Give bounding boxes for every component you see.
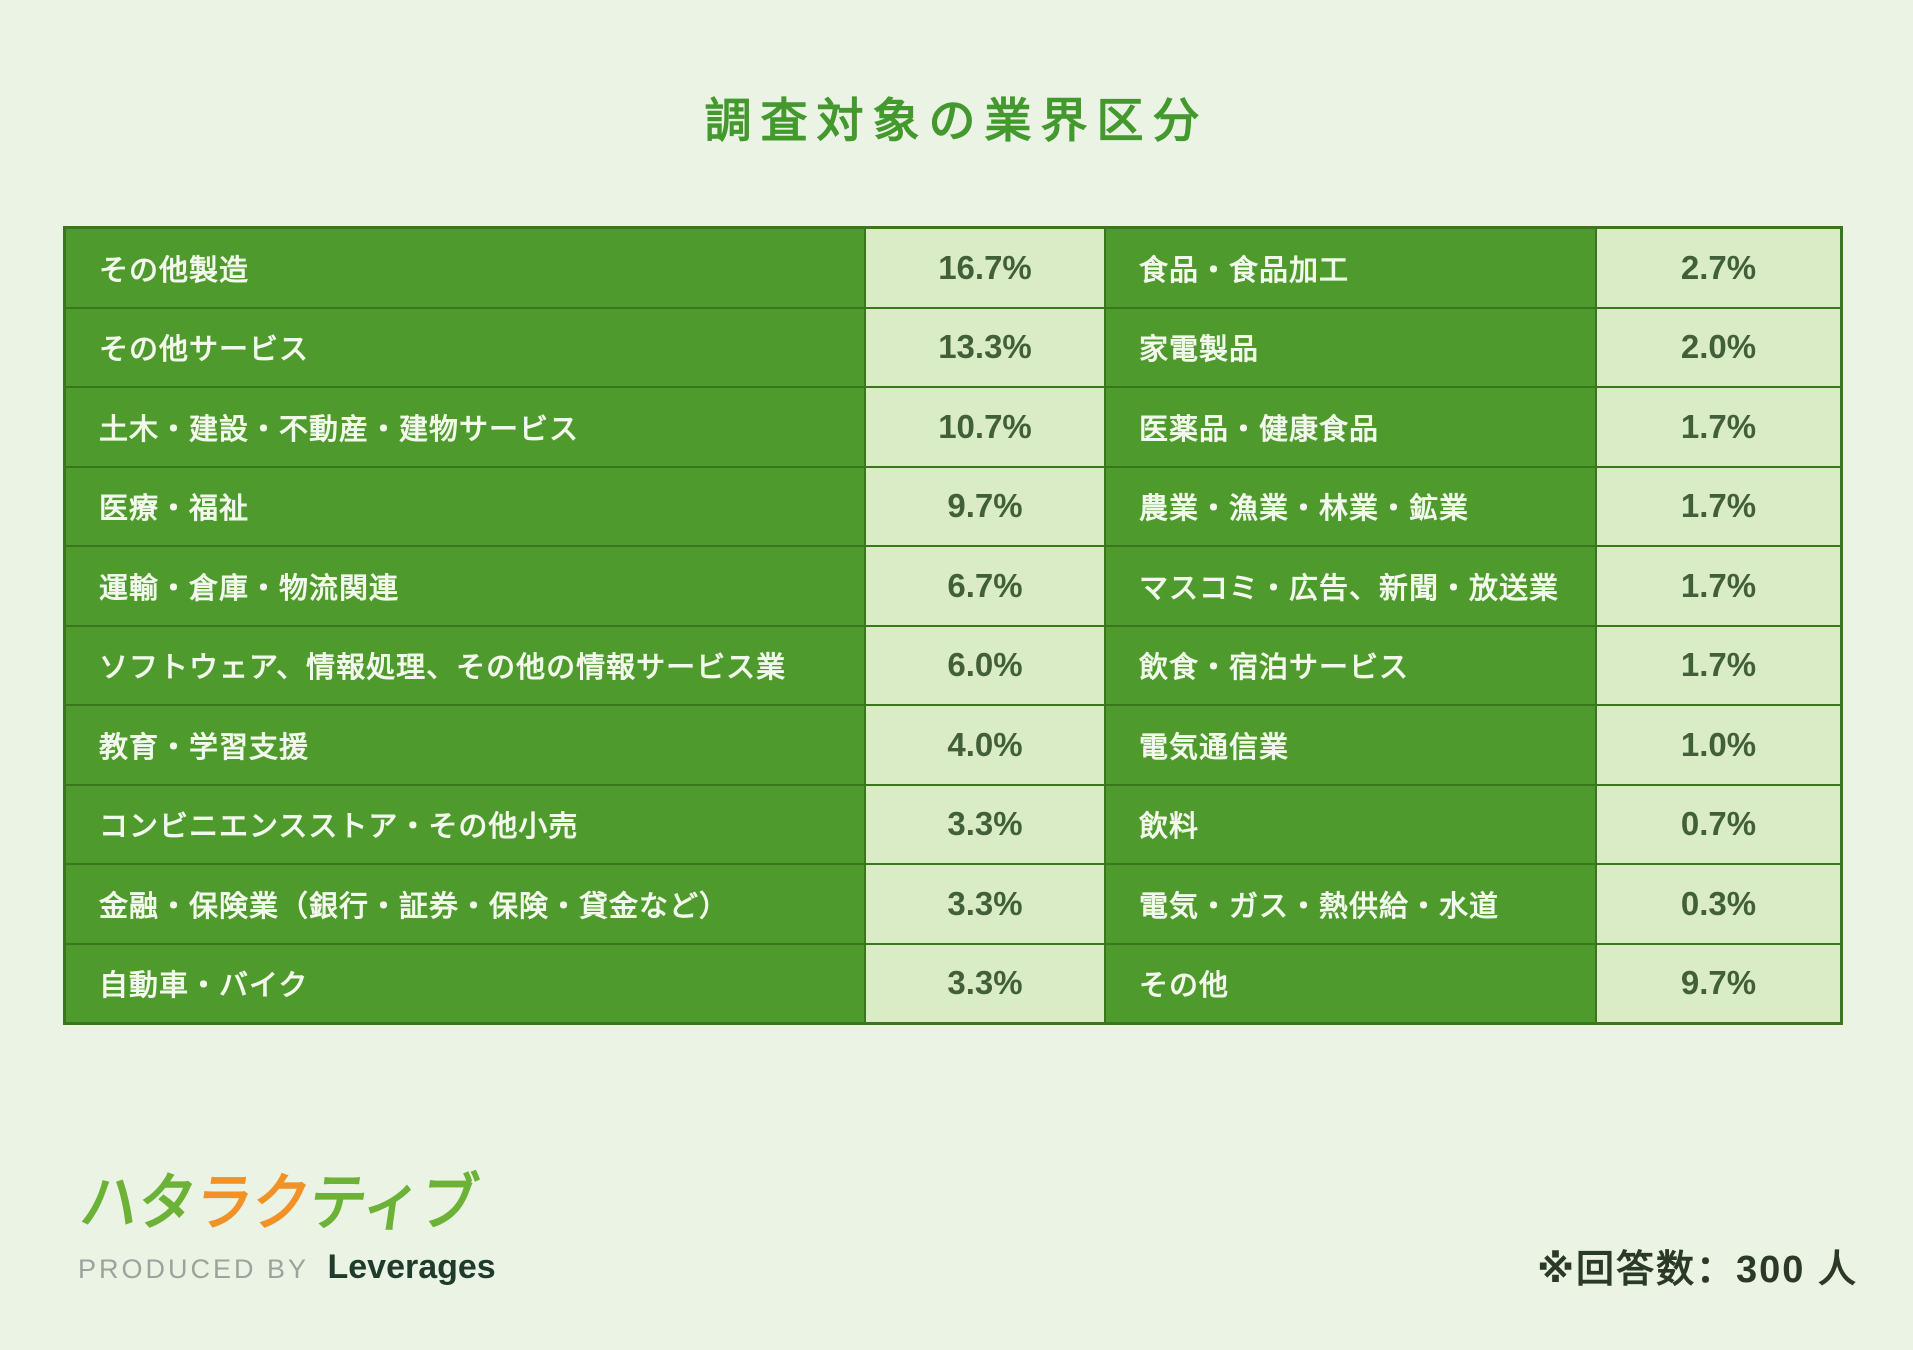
percent-cell: 1.7% [1597,467,1840,545]
industry-cell: 運輸・倉庫・物流関連 [66,547,864,625]
industry-cell: 金融・保険業（銀行・証券・保険・貸金など） [66,865,864,943]
logo-part-green-2: ティブ [304,1169,483,1238]
percent-cell: 9.7% [1597,944,1840,1022]
industry-cell: その他製造 [66,229,864,307]
percent-cell: 1.7% [1597,547,1840,625]
logo-part-green-1: ハタ [76,1169,201,1238]
percent-cell: 2.7% [1597,229,1840,307]
page-title: 調査対象の業界区分 [704,94,1209,147]
percent-cell: 3.3% [866,785,1104,863]
percent-cell: 10.7% [866,388,1104,466]
percent-cell: 6.0% [866,626,1104,704]
percent-cell: 4.0% [866,706,1104,784]
industry-cell: 教育・学習支援 [66,706,864,784]
industry-cell: 電気通信業 [1106,706,1595,784]
industry-cell: 自動車・バイク [66,944,864,1022]
industry-cell: 農業・漁業・林業・鉱業 [1106,467,1595,545]
percent-cell: 0.3% [1597,865,1840,943]
industry-cell: 家電製品 [1106,308,1595,386]
percent-cell: 1.7% [1597,388,1840,466]
percent-cell: 1.0% [1597,706,1840,784]
leverages-wordmark: Leverages [327,1248,496,1286]
percent-cell: 16.7% [866,229,1104,307]
percent-cell: 3.3% [866,944,1104,1022]
industry-cell: その他 [1106,944,1595,1022]
industry-cell: 医療・福祉 [66,467,864,545]
respondents-note: ※回答数：300 人 [1537,1249,1858,1291]
industry-cell: コンビニエンスストア・その他小売 [66,785,864,863]
percent-cell: 6.7% [866,547,1104,625]
industry-cell: ソフトウェア、情報処理、その他の情報サービス業 [66,626,864,704]
industry-cell: 土木・建設・不動産・建物サービス [66,388,864,466]
industry-cell: 食品・食品加工 [1106,229,1595,307]
industry-cell: 医薬品・健康食品 [1106,388,1595,466]
produced-by-line: PRODUCED BY Leverages [78,1248,496,1287]
industry-cell: 電気・ガス・熱供給・水道 [1106,865,1595,943]
percent-cell: 13.3% [866,308,1104,386]
percent-cell: 2.0% [1597,308,1840,386]
percent-cell: 0.7% [1597,785,1840,863]
industry-cell: 飲食・宿泊サービス [1106,626,1595,704]
logo-part-orange: ラク [190,1169,315,1238]
percent-cell: 3.3% [866,865,1104,943]
hatarakutive-logo: ハタラクティブ [76,1152,485,1242]
industry-table: その他製造 16.7% 食品・食品加工 2.7% その他サービス 13.3% 家… [63,226,1843,1025]
percent-cell: 9.7% [866,467,1104,545]
industry-cell: 飲料 [1106,785,1595,863]
percent-cell: 1.7% [1597,626,1840,704]
industry-cell: その他サービス [66,308,864,386]
industry-cell: マスコミ・広告、新聞・放送業 [1106,547,1595,625]
produced-by-label: PRODUCED BY [78,1254,310,1284]
